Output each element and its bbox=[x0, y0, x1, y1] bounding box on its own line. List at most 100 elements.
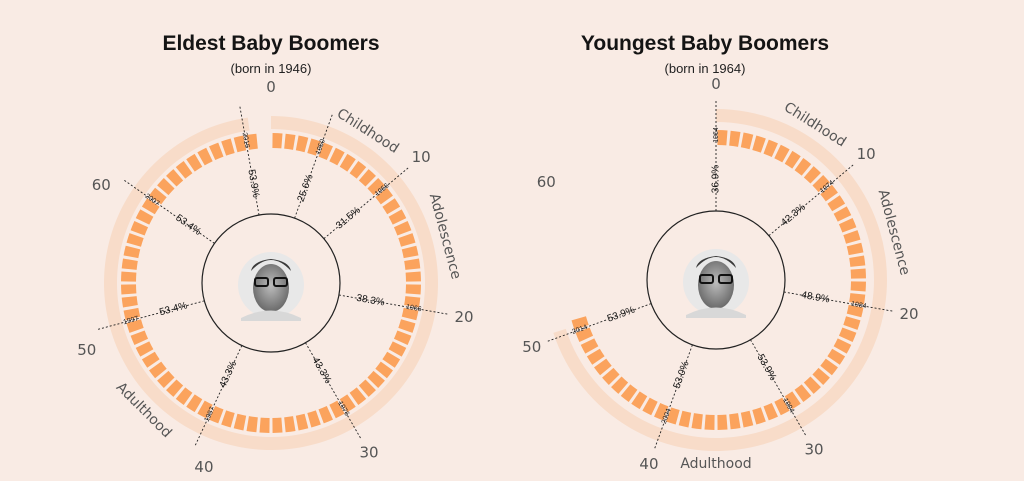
bar-age-6 bbox=[339, 153, 356, 172]
bar-age-34 bbox=[284, 416, 296, 433]
marker-line bbox=[338, 294, 449, 315]
bar-age-23 bbox=[388, 341, 407, 357]
bar-age-0 bbox=[717, 130, 728, 146]
bar-age-31 bbox=[763, 402, 778, 421]
bar-age-20 bbox=[846, 304, 864, 318]
marker-percent-label: 53.4% bbox=[158, 300, 188, 318]
bar-age-40 bbox=[209, 405, 224, 424]
bar-age-35 bbox=[717, 414, 728, 430]
bar-age-42 bbox=[186, 394, 203, 413]
bar-age-24 bbox=[382, 351, 401, 368]
bar-age-47 bbox=[586, 348, 605, 365]
bar-age-18 bbox=[850, 281, 866, 292]
chart-youngest-baby-boomers: Youngest Baby Boomers (born in 1964) 0 10… bbox=[522, 32, 918, 473]
bar-age-22 bbox=[838, 327, 857, 342]
marker-year-label: 1966 bbox=[405, 304, 422, 314]
bar-age-50 bbox=[126, 319, 144, 333]
marker-percent-label: 53.9% bbox=[606, 305, 637, 325]
bar-age-2 bbox=[740, 132, 754, 150]
bar-age-41 bbox=[197, 400, 213, 419]
bar-age-67 bbox=[209, 142, 224, 161]
bar-age-33 bbox=[295, 413, 309, 431]
bar-age-36 bbox=[704, 414, 715, 430]
bar-age-25 bbox=[375, 361, 393, 379]
marker-percent-label: 53.9% bbox=[755, 353, 779, 383]
chart-eldest-baby-boomers: Eldest Baby Boomers (born in 1946) 0 10 20… bbox=[77, 32, 473, 476]
age-tick-label: 0 bbox=[266, 78, 276, 96]
bar-age-41 bbox=[642, 397, 658, 416]
age-tick-label: 60 bbox=[537, 173, 556, 191]
bar-age-44 bbox=[611, 376, 629, 394]
bar-age-17 bbox=[405, 271, 421, 282]
marker-line bbox=[123, 179, 215, 244]
bar-age-35 bbox=[272, 417, 283, 433]
bar-age-7 bbox=[794, 158, 812, 176]
bar-age-12 bbox=[388, 209, 407, 225]
bar-age-17 bbox=[850, 268, 866, 279]
bar-age-43 bbox=[175, 387, 193, 405]
age-tick-label: 10 bbox=[412, 148, 431, 166]
age-tick-label: 40 bbox=[639, 455, 658, 473]
bar-age-6 bbox=[784, 150, 801, 169]
bar-age-68 bbox=[221, 138, 235, 156]
bar-age-63 bbox=[166, 169, 184, 187]
bar-age-26 bbox=[812, 367, 830, 385]
bar-age-36 bbox=[259, 417, 270, 433]
bar-age-22 bbox=[393, 330, 412, 345]
bar-age-10 bbox=[820, 184, 838, 202]
bar-age-66 bbox=[197, 147, 213, 166]
phase-label: Adulthood bbox=[680, 456, 751, 472]
marker-percent-label: 36.9% bbox=[711, 165, 722, 193]
marker-year-label: 1950 bbox=[315, 138, 327, 155]
bar-age-54 bbox=[121, 271, 137, 282]
bar-age-31 bbox=[318, 405, 333, 424]
bar-age-14 bbox=[398, 233, 416, 247]
bar-age-4 bbox=[318, 142, 333, 161]
bar-age-21 bbox=[843, 316, 861, 330]
bar-age-64 bbox=[175, 161, 193, 179]
marker-percent-label: 31.5% bbox=[334, 205, 363, 232]
bar-age-5 bbox=[774, 144, 790, 163]
bar-age-8 bbox=[358, 169, 376, 187]
bar-age-61 bbox=[149, 187, 167, 205]
marker-line bbox=[654, 344, 693, 450]
bar-age-21 bbox=[398, 319, 416, 333]
bar-age-60 bbox=[141, 198, 160, 215]
marker-line bbox=[768, 163, 855, 236]
marker-year-label: 2016 bbox=[241, 132, 251, 149]
marker-percent-label: 53.0% bbox=[672, 360, 692, 391]
bar-age-14 bbox=[843, 230, 861, 244]
bar-age-46 bbox=[149, 361, 167, 379]
bar-age-10 bbox=[375, 187, 393, 205]
bar-age-28 bbox=[794, 384, 812, 402]
bar-age-30 bbox=[329, 400, 345, 419]
age-tick-label: 10 bbox=[857, 145, 876, 163]
bar-age-28 bbox=[349, 387, 367, 405]
bar-age-37 bbox=[246, 416, 258, 433]
bar-age-11 bbox=[382, 198, 401, 215]
age-tick-label: 50 bbox=[522, 338, 541, 356]
age-tick-label: 30 bbox=[359, 444, 378, 462]
bar-age-49 bbox=[130, 330, 149, 345]
portrait-icon bbox=[238, 252, 304, 321]
bar-age-2 bbox=[295, 135, 309, 153]
bar-age-30 bbox=[774, 397, 790, 416]
bar-age-29 bbox=[784, 391, 801, 410]
bar-age-16 bbox=[404, 258, 421, 270]
bar-age-5 bbox=[329, 147, 345, 166]
marker-line bbox=[97, 300, 205, 331]
age-tick-label: 40 bbox=[194, 458, 213, 476]
marker-percent-label: 53.9% bbox=[245, 169, 261, 199]
chart-title: Eldest Baby Boomers bbox=[162, 32, 379, 55]
bar-age-15 bbox=[846, 242, 864, 256]
bar-age-23 bbox=[833, 338, 852, 354]
marker-percent-label: 48.9% bbox=[801, 290, 831, 306]
bar-age-50 bbox=[571, 316, 589, 330]
bar-age-38 bbox=[233, 413, 247, 431]
bar-age-45 bbox=[602, 367, 620, 385]
bar-age-9 bbox=[812, 175, 830, 193]
bar-age-48 bbox=[135, 341, 154, 357]
age-tick-label: 60 bbox=[92, 176, 111, 194]
bar-age-70 bbox=[246, 133, 258, 150]
marker-percent-label: 43.3% bbox=[217, 359, 239, 389]
